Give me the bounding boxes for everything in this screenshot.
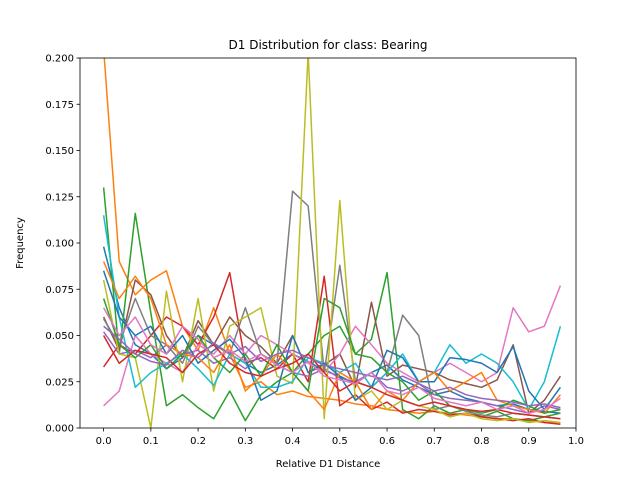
y-tick-label: 0.200	[45, 54, 74, 65]
series-line-6	[102, 279, 562, 414]
x-tick-label: 0.0	[96, 436, 112, 447]
series-line-9	[102, 58, 561, 428]
x-tick-label: 0.3	[237, 436, 253, 447]
x-axis-title: Relative D1 Distance	[276, 459, 380, 470]
y-tick-label: 0.050	[45, 331, 74, 342]
series-line-4	[103, 271, 561, 426]
x-tick-label: 0.7	[426, 436, 442, 447]
x-tick-label: 0.9	[521, 436, 537, 447]
y-tick-label: 0.150	[45, 146, 74, 157]
x-tick-label: 0.1	[143, 436, 159, 447]
x-axis: 0.0 0.1 0.2 0.3 0.4 0.5 0.6 0.7 0.8 0.9 1.0	[96, 428, 584, 447]
series-line-16	[102, 307, 561, 414]
y-tick-label: 0.175	[45, 100, 74, 111]
series-layer	[102, 58, 562, 428]
x-tick-label: 0.2	[190, 436, 206, 447]
series-line-14	[102, 335, 561, 420]
x-tick-label: 0.5	[332, 436, 348, 447]
y-tick-label: 0.100	[45, 239, 74, 250]
series-line-11	[102, 270, 562, 411]
y-axis: 0.000 0.025 0.050 0.075 0.100 0.125 0.150 0.175…	[45, 54, 80, 435]
y-tick-label: 0.075	[45, 285, 74, 296]
y-tick-label: 0.025	[45, 377, 74, 388]
x-tick-label: 1.0	[568, 436, 584, 447]
y-axis-title: Frequency	[15, 217, 26, 269]
y-tick-label: 0.125	[45, 192, 74, 203]
series-line-15	[103, 325, 561, 409]
y-tick-label: 0.000	[45, 424, 74, 435]
series-line-13	[102, 297, 561, 414]
x-tick-label: 0.8	[474, 436, 490, 447]
x-tick-label: 0.4	[285, 436, 301, 447]
x-tick-label: 0.6	[379, 436, 395, 447]
chart-title: D1 Distribution for class: Bearing	[229, 38, 428, 52]
